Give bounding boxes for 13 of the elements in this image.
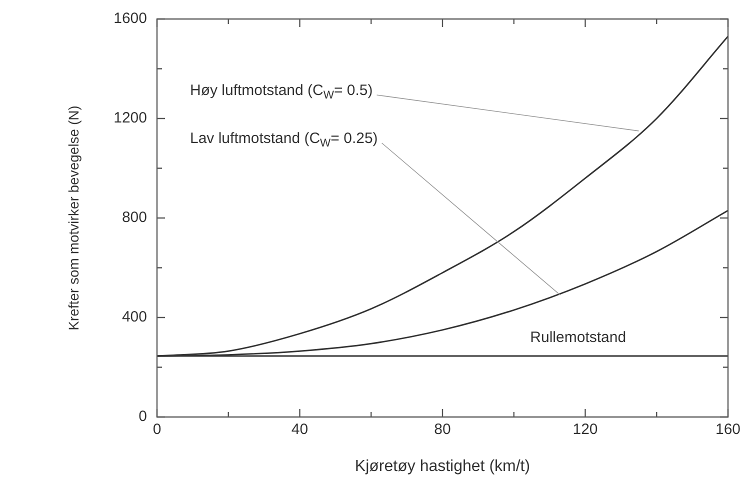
x-tick-label: 160 <box>715 421 741 438</box>
y-tick-label: 800 <box>122 209 147 226</box>
annotation: Rullemotstand <box>530 329 626 346</box>
y-tick-label: 0 <box>138 408 147 426</box>
x-tick-label: 80 <box>434 421 451 438</box>
x-tick-label: 120 <box>572 421 598 438</box>
y-tick-label: 400 <box>122 308 147 326</box>
y-axis-title: Krefter som motvirker bevegelse (N) <box>65 106 82 330</box>
y-tick-label: 1600 <box>114 10 147 28</box>
x-tick-label: 0 <box>152 421 162 438</box>
x-axis-title: Kjøretøy hastighet (km/t) <box>354 458 530 475</box>
y-tick-label: 1200 <box>114 110 147 127</box>
x-tick-label: 40 <box>291 421 308 438</box>
